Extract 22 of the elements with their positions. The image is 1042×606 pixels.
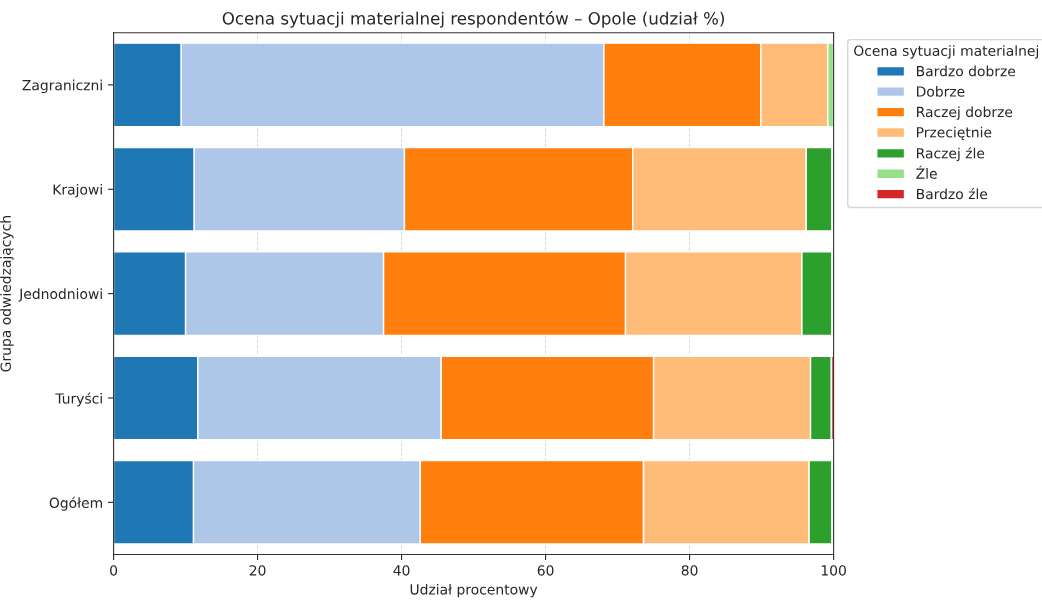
legend-label: Raczej dobrze <box>917 106 1013 120</box>
legend-label: Bardzo źle <box>917 187 988 200</box>
y-tick-label: Ogółem <box>49 496 102 511</box>
x-tick-label: 20 <box>249 565 266 576</box>
y-tick-label: Zagraniczni <box>22 79 102 94</box>
y-tick-label: Turyści <box>55 392 102 407</box>
x-tick-label: 40 <box>393 565 410 576</box>
y-tick-label: Krajowi <box>53 183 102 198</box>
chart-title: Ocena sytuacji materialnej respondentów – Opole (udział %) <box>222 11 724 28</box>
x-tick-label: 0 <box>110 565 118 576</box>
legend-title: Ocena sytuacji materialnej <box>854 45 1038 59</box>
legend-label: Dobrze <box>917 86 965 97</box>
legend-label: Bardzo dobrze <box>917 65 1016 77</box>
y-axis-title: Grupa odwiedzających <box>0 216 14 372</box>
y-tick-label: Jednodniowi <box>18 288 102 302</box>
x-tick-label: 80 <box>681 565 698 576</box>
legend-label: Raczej źle <box>917 147 985 162</box>
x-tick-label: 60 <box>537 565 554 576</box>
x-axis-title: Udział procentowy <box>410 583 538 598</box>
legend-label: Przeciętnie <box>917 126 992 140</box>
legend-label: Źle <box>916 165 937 179</box>
x-tick-label: 100 <box>821 565 846 576</box>
